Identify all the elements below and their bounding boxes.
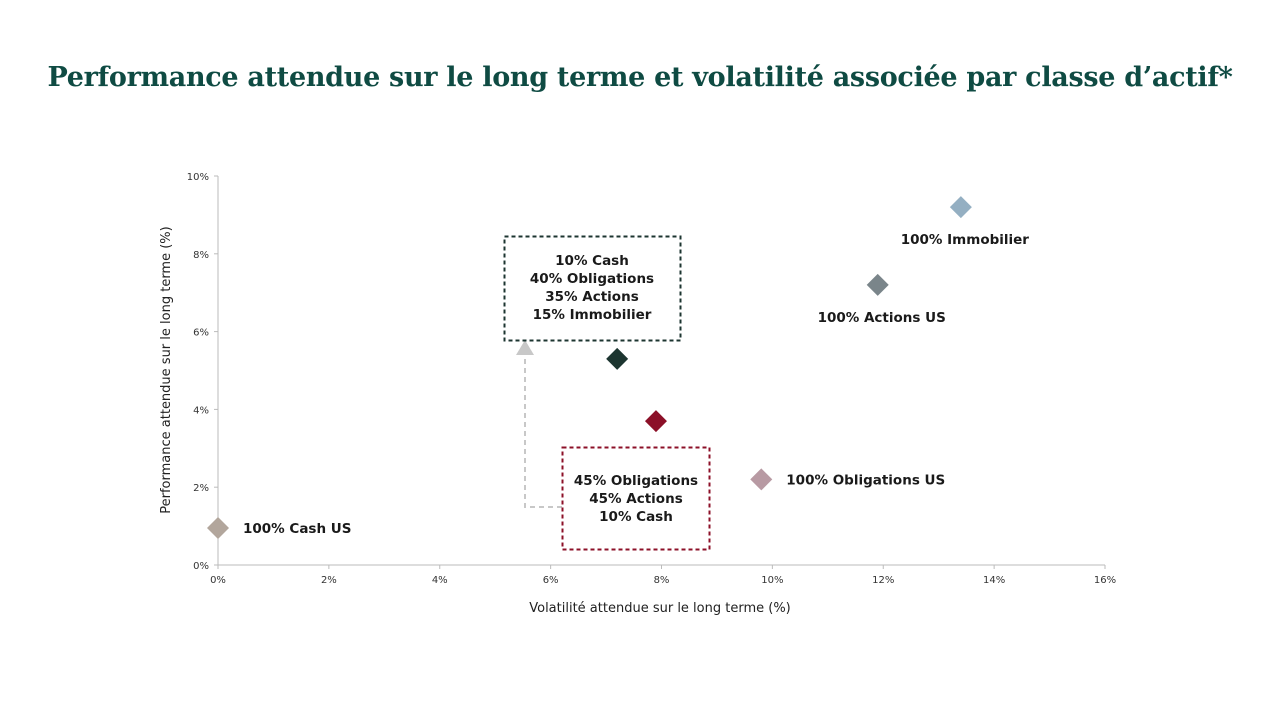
y-tick-label: 10% <box>187 172 209 183</box>
arrow-head-icon <box>516 340 534 355</box>
annotation-box-diversified: 10% Cash 40% Obligations 35% Actions 15%… <box>503 235 682 342</box>
x-axis-label: Volatilité attendue sur le long terme (%… <box>529 601 791 616</box>
x-tick-label: 0% <box>210 575 226 586</box>
data-point-marker <box>866 273 889 296</box>
y-tick-label: 2% <box>193 483 209 494</box>
data-point-label: 100% Actions US <box>818 310 946 326</box>
annotation-line-highlight: 15% Immobilier <box>533 307 652 323</box>
annotation-box-balanced: 45% Obligations 45% Actions 10% Cash <box>561 446 711 551</box>
data-point-marker <box>207 517 229 540</box>
x-tick-label: 10% <box>761 575 783 586</box>
annotation-line: 45% Actions <box>589 491 682 507</box>
x-tick-label: 4% <box>432 575 448 586</box>
y-tick-label: 0% <box>193 561 209 572</box>
y-axis-label: Performance attendue sur le long terme (… <box>159 226 174 513</box>
data-point-label: 100% Immobilier <box>901 232 1030 248</box>
y-tick-label: 6% <box>193 328 209 339</box>
x-tick-label: 6% <box>543 575 559 586</box>
annotation-line: 45% Obligations <box>574 473 698 489</box>
y-tick-label: 4% <box>193 405 209 416</box>
data-point-marker <box>606 347 629 370</box>
data-point-label: 100% Cash US <box>243 521 351 537</box>
chart-title: Performance attendue sur le long terme e… <box>47 62 1233 93</box>
y-tick-label: 8% <box>193 250 209 261</box>
data-point-marker <box>949 196 972 219</box>
annotation-line: 35% Actions <box>545 289 638 305</box>
x-tick-label: 16% <box>1094 575 1116 586</box>
data-point-marker <box>750 468 773 491</box>
annotation-line: 10% Cash <box>599 509 673 525</box>
connector-arrow <box>524 355 562 508</box>
data-point-label: 100% Obligations US <box>786 472 945 488</box>
x-tick-label: 2% <box>321 575 337 586</box>
annotation-line: 10% Cash <box>555 253 629 269</box>
x-tick-label: 14% <box>983 575 1005 586</box>
x-tick-label: 8% <box>654 575 670 586</box>
annotation-line: 40% Obligations <box>530 271 654 287</box>
x-tick-label: 12% <box>872 575 894 586</box>
data-point-marker <box>644 410 667 433</box>
